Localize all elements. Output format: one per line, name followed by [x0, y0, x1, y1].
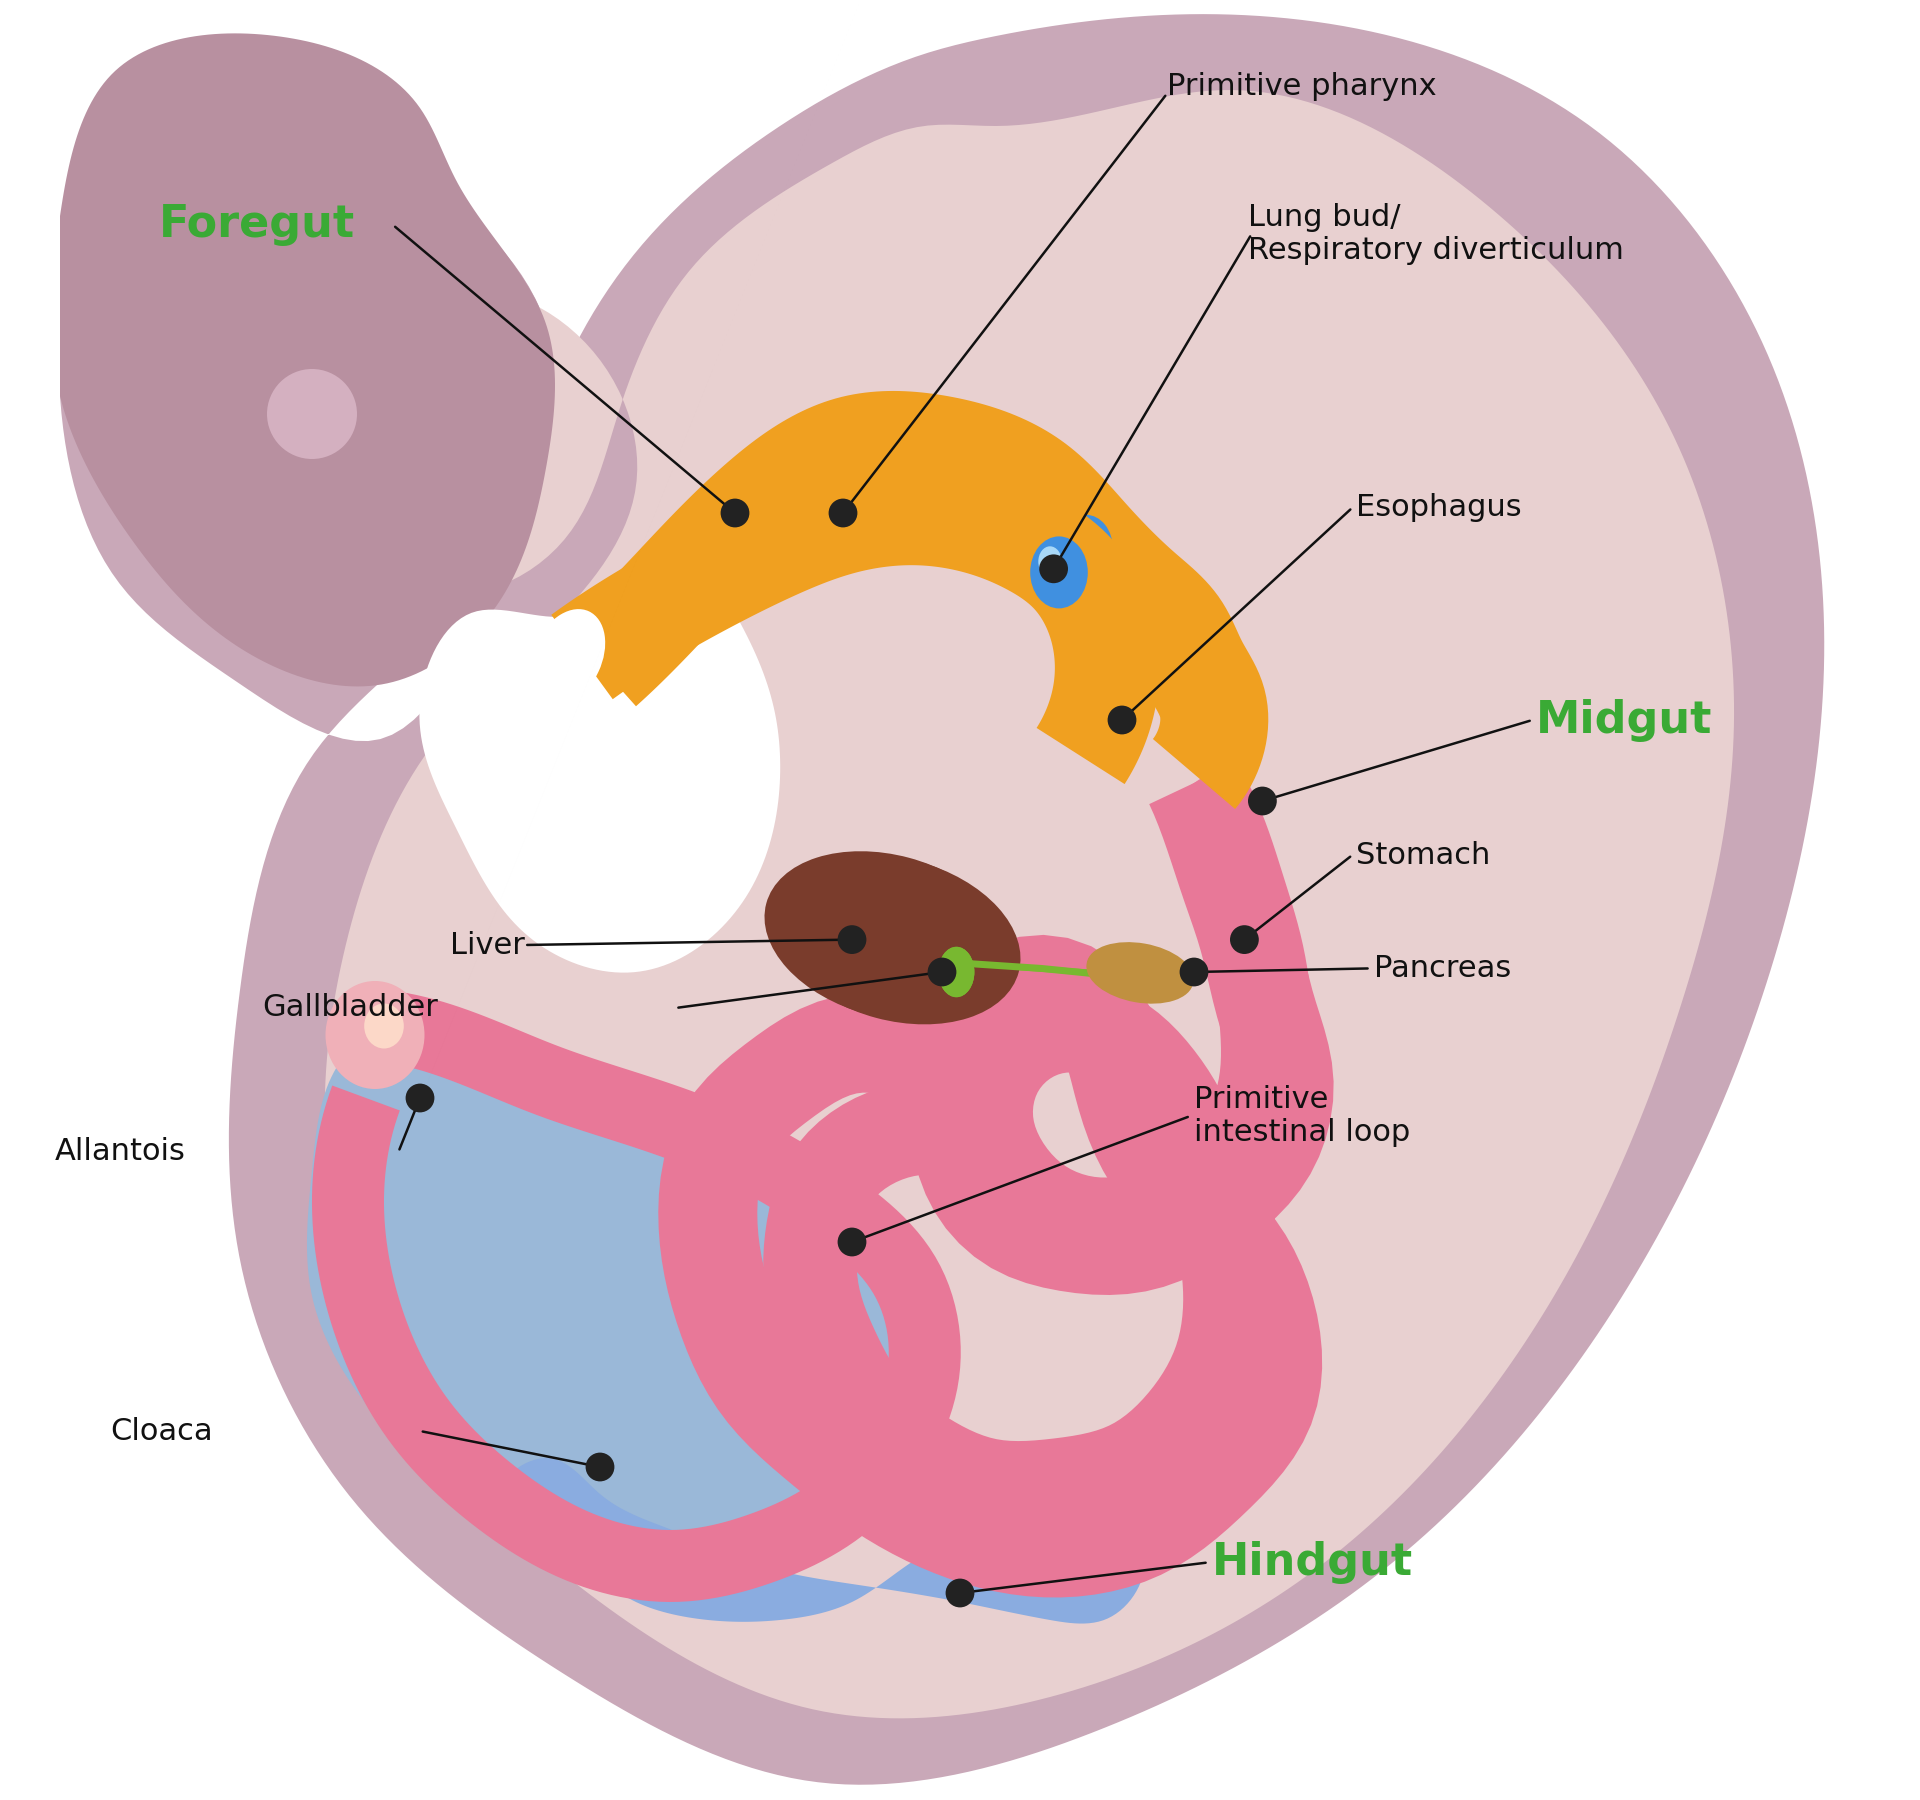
Ellipse shape — [1031, 536, 1089, 608]
Polygon shape — [764, 758, 1315, 1535]
Text: Stomach: Stomach — [1356, 841, 1490, 869]
Ellipse shape — [1060, 515, 1114, 583]
Polygon shape — [52, 34, 555, 686]
Ellipse shape — [1087, 943, 1194, 1004]
Text: Midgut: Midgut — [1536, 698, 1713, 742]
Text: Hindgut: Hindgut — [1212, 1541, 1413, 1584]
Ellipse shape — [545, 612, 618, 702]
Polygon shape — [60, 14, 1824, 1786]
Ellipse shape — [764, 851, 1012, 1021]
Text: Lung bud/
Respiratory diverticulum: Lung bud/ Respiratory diverticulum — [1248, 203, 1624, 265]
Ellipse shape — [530, 608, 605, 706]
Text: Allantois: Allantois — [56, 1138, 186, 1166]
Ellipse shape — [1087, 941, 1194, 1003]
Ellipse shape — [939, 947, 973, 997]
Circle shape — [1179, 958, 1208, 986]
Circle shape — [1231, 925, 1260, 954]
Ellipse shape — [365, 1004, 403, 1048]
Text: Cloaca: Cloaca — [109, 1417, 213, 1445]
Ellipse shape — [326, 981, 424, 1089]
Polygon shape — [311, 90, 1734, 1719]
Polygon shape — [659, 761, 1334, 1597]
Circle shape — [1039, 554, 1068, 583]
Polygon shape — [307, 1008, 947, 1550]
Polygon shape — [766, 1085, 1112, 1532]
Circle shape — [945, 1579, 975, 1607]
Text: Gallbladder: Gallbladder — [263, 994, 438, 1022]
Polygon shape — [507, 1458, 1146, 1624]
Ellipse shape — [939, 947, 973, 997]
Polygon shape — [311, 990, 960, 1602]
Ellipse shape — [1068, 526, 1089, 554]
Text: Esophagus: Esophagus — [1356, 493, 1523, 522]
Circle shape — [837, 1228, 866, 1256]
Text: Pancreas: Pancreas — [1375, 954, 1511, 983]
Polygon shape — [564, 391, 1269, 808]
Polygon shape — [551, 461, 1160, 785]
Text: Liver: Liver — [449, 931, 524, 959]
Circle shape — [927, 958, 956, 986]
Polygon shape — [419, 538, 780, 972]
Circle shape — [829, 499, 858, 527]
Circle shape — [1248, 787, 1277, 815]
Ellipse shape — [774, 855, 1021, 1024]
Text: Primitive
intestinal loop: Primitive intestinal loop — [1194, 1085, 1411, 1147]
Ellipse shape — [1039, 547, 1062, 576]
Circle shape — [837, 925, 866, 954]
Circle shape — [267, 369, 357, 459]
Text: Primitive pharynx: Primitive pharynx — [1167, 72, 1436, 101]
Text: Foregut: Foregut — [159, 203, 355, 247]
Circle shape — [586, 1453, 614, 1481]
Circle shape — [405, 1084, 434, 1112]
Circle shape — [720, 499, 749, 527]
Circle shape — [1108, 706, 1137, 734]
